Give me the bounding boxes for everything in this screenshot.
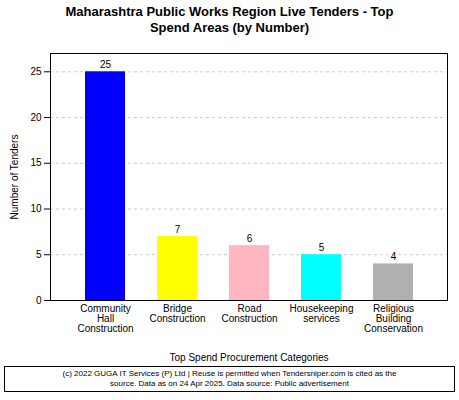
svg-text:CommunityHallConstruction: CommunityHallConstruction xyxy=(77,302,133,333)
svg-text:20: 20 xyxy=(30,111,42,122)
svg-text:25: 25 xyxy=(30,65,42,76)
html-text:Maharashtra Public Works Regio: Maharashtra Public Works Region Live Ten… xyxy=(65,4,394,36)
svg-text:25: 25 xyxy=(100,58,112,69)
svg-text:RoadConstruction: RoadConstruction xyxy=(221,302,277,323)
svg-text:7: 7 xyxy=(175,223,181,234)
svg-text:4: 4 xyxy=(391,251,397,262)
svg-text:Number of Tenders: Number of Tenders xyxy=(9,134,20,219)
svg-text:Housekeepingservices: Housekeepingservices xyxy=(290,302,354,323)
svg-text:ReligiousBuildingConservation: ReligiousBuildingConservation xyxy=(364,302,423,333)
svg-text:5: 5 xyxy=(319,241,325,252)
svg-text:Top Spend Procurement Categori: Top Spend Procurement Categories xyxy=(170,351,329,362)
html-text:(c) 2022 GUGA IT Services (P): (c) 2022 GUGA IT Services (P) Ltd | Reus… xyxy=(62,368,397,388)
svg-text:BridgeConstruction: BridgeConstruction xyxy=(149,302,205,323)
svg-text:0: 0 xyxy=(36,294,42,305)
svg-text:15: 15 xyxy=(30,157,42,168)
svg-text:5: 5 xyxy=(36,248,42,259)
svg-text:10: 10 xyxy=(30,203,42,214)
svg-text:6: 6 xyxy=(247,232,253,243)
